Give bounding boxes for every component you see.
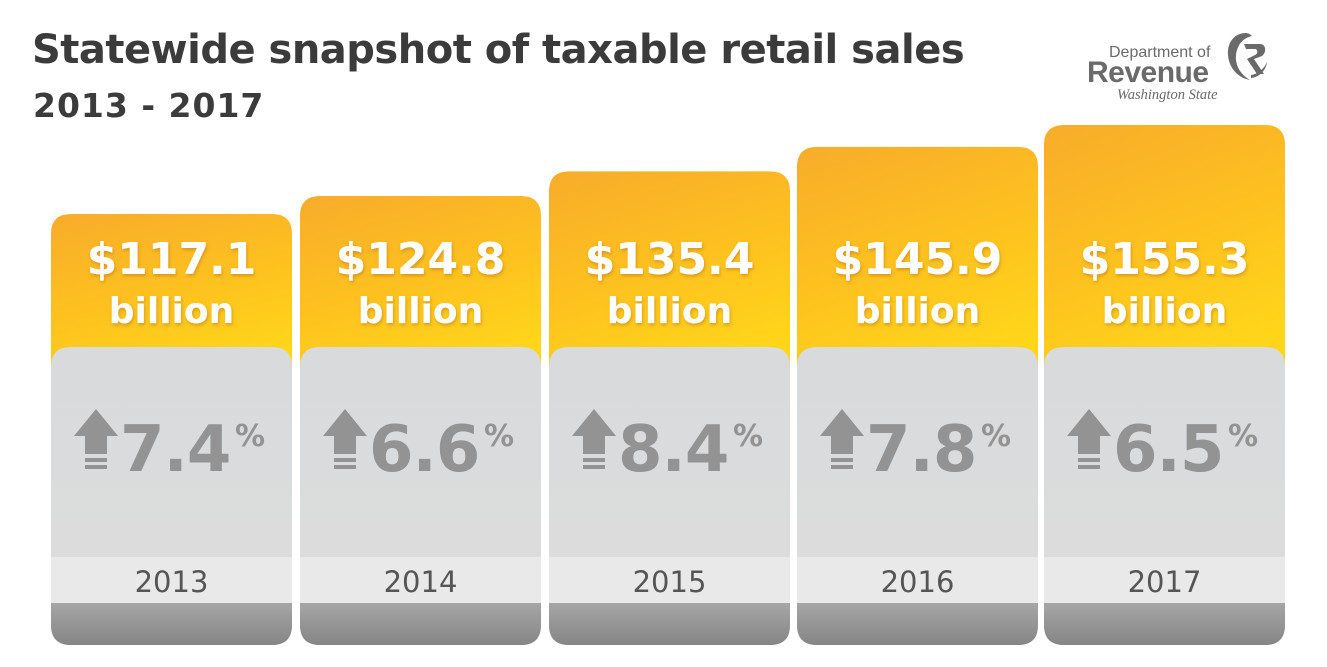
year-band-2015 <box>549 557 790 603</box>
bar-base-2016 <box>797 603 1038 645</box>
year-band-2016 <box>797 557 1038 603</box>
bar-base-2015 <box>549 603 790 645</box>
bar-column-2017: $155.3 billion 6.5 % 2017 <box>1044 125 1285 645</box>
unit-label-2015: billion <box>607 291 733 332</box>
bar-column-2016: $145.9 billion 7.8 % 2016 <box>797 146 1038 645</box>
bar-column-2014: $124.8 billion 6.6 % 2014 <box>300 196 541 645</box>
growth-percent-2014: % <box>484 419 514 454</box>
bars-layer: $117.1 billion 7.4 % 2013 $124.8 billion 6.6 % 20… <box>51 125 1285 645</box>
up-arrow-icon <box>74 409 118 469</box>
bar-base-2017 <box>1044 603 1285 645</box>
year-label-2015: 2015 <box>633 565 707 599</box>
value-label-2017: $155.3 <box>1080 234 1250 285</box>
value-label-2013: $117.1 <box>87 234 257 285</box>
bar-gold-2016 <box>797 146 1038 387</box>
up-arrow-bar-2 <box>1078 465 1100 469</box>
up-arrow-bar-1 <box>1078 458 1100 462</box>
growth-percent-2017: % <box>1228 419 1258 454</box>
bar-gold-2013 <box>51 214 292 387</box>
growth-label-2017: 6.5 <box>1113 413 1223 487</box>
up-arrow-bar-2 <box>85 465 107 469</box>
up-arrow-bar-2 <box>831 465 853 469</box>
page-subtitle: 2013 - 2017 <box>33 86 265 125</box>
growth-percent-2013: % <box>235 419 265 454</box>
growth-label-2016: 7.8 <box>866 413 976 487</box>
up-arrow-head <box>1067 409 1111 454</box>
bar-column-2013: $117.1 billion 7.4 % 2013 <box>51 214 292 645</box>
up-arrow-head <box>74 409 118 454</box>
unit-label-2017: billion <box>1102 291 1228 332</box>
page-title: Statewide snapshot of taxable retail sal… <box>32 27 965 73</box>
unit-label-2014: billion <box>358 291 484 332</box>
bar-column-2015: $135.4 billion 8.4 % 2015 <box>549 171 790 645</box>
value-label-2015: $135.4 <box>585 234 755 285</box>
up-arrow-bar-1 <box>583 458 605 462</box>
logo-line-department: Department of <box>1109 44 1211 61</box>
bar-gold-2014 <box>300 196 541 387</box>
unit-label-2013: billion <box>109 291 235 332</box>
bar-base-2013 <box>51 603 292 645</box>
year-band-2014 <box>300 557 541 603</box>
year-band-2013 <box>51 557 292 603</box>
bar-base-2014 <box>300 603 541 645</box>
year-label-2014: 2014 <box>384 565 458 599</box>
growth-percent-2015: % <box>733 419 763 454</box>
unit-label-2016: billion <box>855 291 981 332</box>
bar-gold-2017 <box>1044 125 1285 387</box>
up-arrow-bar-2 <box>334 465 356 469</box>
up-arrow-head <box>323 409 367 454</box>
up-arrow-bar-2 <box>583 465 605 469</box>
revenue-swirl-logo-icon <box>1227 33 1267 80</box>
up-arrow-icon <box>1067 409 1111 469</box>
growth-percent-2016: % <box>981 419 1011 454</box>
up-arrow-head <box>820 409 864 454</box>
up-arrow-bar-1 <box>334 458 356 462</box>
up-arrow-icon <box>323 409 367 469</box>
up-arrow-bar-1 <box>85 458 107 462</box>
year-band-2017 <box>1044 557 1285 603</box>
logo-line-state: Washington State <box>1117 87 1218 103</box>
year-label-2013: 2013 <box>135 565 209 599</box>
dor-logo: Department of Revenue Washington State <box>1085 30 1295 103</box>
year-label-2016: 2016 <box>881 565 955 599</box>
value-label-2014: $124.8 <box>336 234 506 285</box>
growth-label-2015: 8.4 <box>618 413 728 487</box>
up-arrow-head <box>572 409 616 454</box>
up-arrow-bar-1 <box>831 458 853 462</box>
value-label-2016: $145.9 <box>833 234 1003 285</box>
logo-line-revenue: Revenue <box>1087 56 1209 89</box>
bar-gold-2015 <box>549 171 790 387</box>
growth-label-2013: 7.4 <box>120 413 230 487</box>
up-arrow-icon <box>820 409 864 469</box>
up-arrow-icon <box>572 409 616 469</box>
growth-label-2014: 6.6 <box>369 413 479 487</box>
year-label-2017: 2017 <box>1128 565 1202 599</box>
